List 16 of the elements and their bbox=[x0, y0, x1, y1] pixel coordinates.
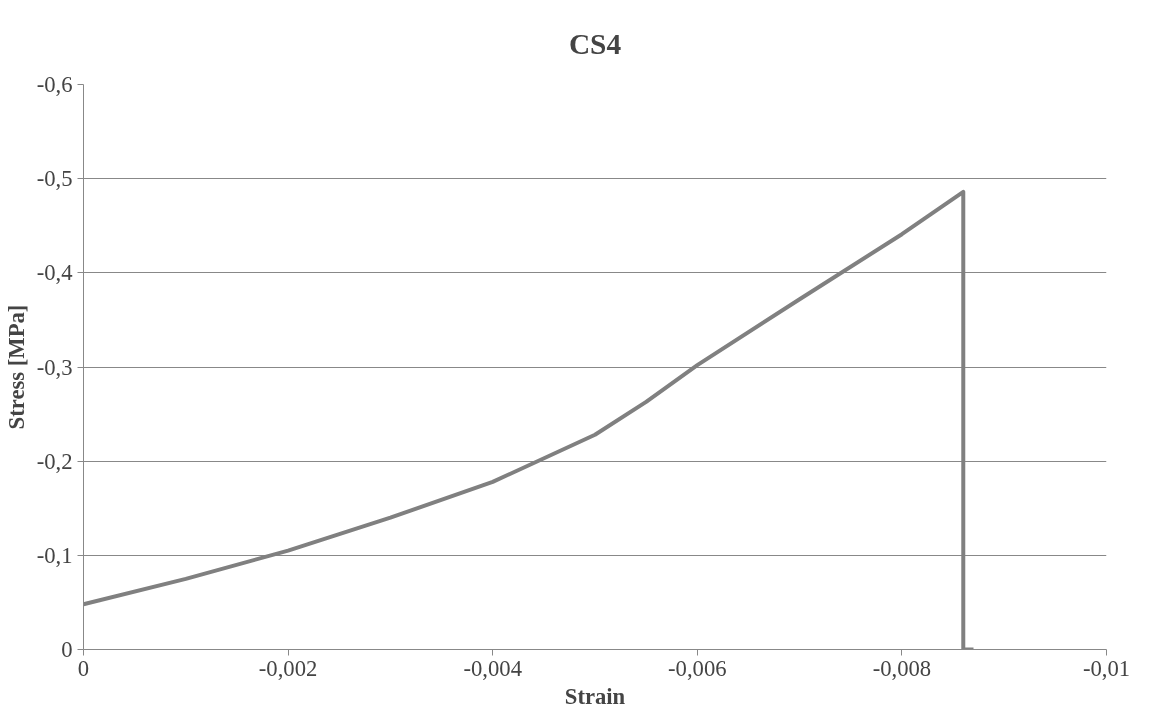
x-tick-label: -0,01 bbox=[1082, 655, 1131, 681]
y-tick-label: -0,6 bbox=[36, 72, 73, 97]
y-tick-label: -0,2 bbox=[36, 448, 73, 474]
y-tick-label: -0,1 bbox=[36, 542, 73, 568]
x-tick-label: -0,004 bbox=[463, 655, 522, 681]
x-tick-label: -0,008 bbox=[872, 655, 932, 681]
y-axis-title: Stress [MPa] bbox=[3, 304, 29, 430]
x-tick-label: 0 bbox=[77, 655, 90, 681]
y-tick-label: -0,3 bbox=[36, 354, 73, 380]
chart-title: CS4 bbox=[568, 27, 622, 60]
y-tick-label: -0,4 bbox=[36, 260, 73, 286]
y-tick-label: 0 bbox=[61, 637, 73, 662]
x-axis-title: Strain bbox=[564, 683, 626, 709]
x-tick-label: -0,002 bbox=[258, 655, 318, 681]
y-tick-label: -0,5 bbox=[36, 166, 73, 192]
x-tick-label: -0,006 bbox=[668, 655, 727, 681]
